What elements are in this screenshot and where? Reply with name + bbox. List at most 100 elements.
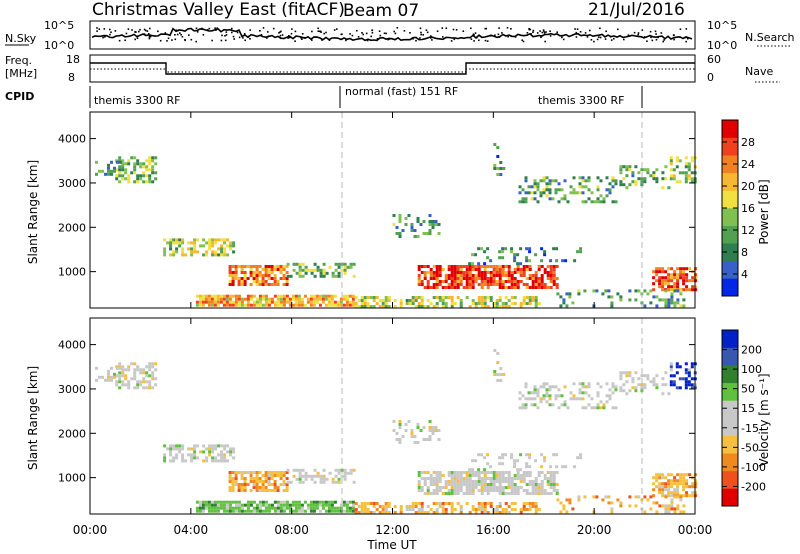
velocity-cell xyxy=(690,362,694,366)
velocity-cell xyxy=(270,506,274,510)
power-cell xyxy=(667,267,671,271)
velocity-cell xyxy=(483,508,487,511)
power-cell xyxy=(178,238,182,242)
power-cell xyxy=(565,292,569,296)
velocity-cell xyxy=(276,503,280,507)
velocity-cell xyxy=(201,503,205,507)
power-cell xyxy=(552,274,556,277)
power-cell xyxy=(258,280,262,283)
power-cell xyxy=(561,259,565,263)
power-cell xyxy=(510,302,514,305)
velocity-cell xyxy=(480,505,484,508)
power-cell xyxy=(151,156,155,160)
power-cell xyxy=(528,274,532,277)
velocity-cell xyxy=(562,507,566,511)
velocity-cell xyxy=(673,491,677,495)
power-cell xyxy=(154,171,158,175)
velocity-cell xyxy=(587,382,591,386)
y-tick-label: 1000 xyxy=(58,266,86,279)
velocity-cell xyxy=(255,503,259,507)
power-cell xyxy=(498,250,502,254)
power-cell xyxy=(679,292,683,296)
velocity-cell xyxy=(282,489,286,492)
power-cell xyxy=(474,280,478,283)
power-cell xyxy=(676,285,680,289)
velocity-cell xyxy=(519,511,523,514)
velocity-cell xyxy=(450,480,454,483)
velocity-cell xyxy=(555,489,559,492)
power-cell xyxy=(495,305,499,308)
power-cell xyxy=(285,277,289,280)
velocity-cell xyxy=(193,450,197,454)
velocity-cell xyxy=(306,506,310,510)
velocity-cell xyxy=(276,500,280,504)
power-cell xyxy=(453,265,457,268)
power-cell xyxy=(525,256,529,260)
velocity-cell xyxy=(345,503,349,507)
velocity-cell xyxy=(687,380,691,384)
velocity-cell xyxy=(540,480,544,483)
power-cell xyxy=(465,283,469,286)
velocity-cell xyxy=(456,486,460,489)
power-cell xyxy=(213,297,217,301)
power-cell xyxy=(381,299,385,302)
velocity-cell xyxy=(414,511,418,514)
power-cell xyxy=(276,300,280,304)
velocity-cell xyxy=(685,482,689,486)
velocity-cell xyxy=(672,380,676,384)
power-cell xyxy=(210,297,214,301)
power-cell xyxy=(101,169,104,173)
power-cell xyxy=(145,165,149,169)
power-cell xyxy=(465,277,469,280)
power-cell xyxy=(234,300,238,304)
power-cell xyxy=(417,268,421,271)
velocity-cell xyxy=(670,498,674,502)
velocity-cell xyxy=(687,368,691,372)
power-cell xyxy=(222,300,226,304)
power-cell xyxy=(498,296,502,299)
velocity-cell xyxy=(315,500,319,504)
velocity-cell xyxy=(480,453,484,457)
power-cell xyxy=(474,265,478,268)
power-cell xyxy=(187,247,191,251)
power-cell xyxy=(462,277,466,280)
power-cell xyxy=(540,274,544,277)
velocity-cell xyxy=(673,495,677,499)
velocity-cell xyxy=(169,453,173,457)
colorbar-swatch xyxy=(722,453,738,472)
power-cell xyxy=(477,299,481,302)
power-cell xyxy=(172,253,176,257)
power-cell xyxy=(569,185,573,189)
power-cell xyxy=(310,271,314,275)
power-cell xyxy=(255,300,259,304)
power-cell xyxy=(652,276,656,280)
velocity-cell xyxy=(462,477,466,480)
power-cell xyxy=(682,304,686,308)
velocity-cell xyxy=(118,386,122,390)
power-cell xyxy=(625,174,629,178)
power-cell xyxy=(270,268,274,271)
velocity-cell xyxy=(133,374,137,378)
velocity-cell xyxy=(441,492,445,495)
power-cell xyxy=(228,274,232,277)
power-cell xyxy=(492,280,496,283)
velocity-cell xyxy=(495,489,499,492)
velocity-cell xyxy=(486,489,490,492)
velocity-cell xyxy=(437,438,441,441)
velocity-cell xyxy=(664,495,668,499)
velocity-cell xyxy=(417,508,421,511)
velocity-cell xyxy=(428,426,432,429)
velocity-cell xyxy=(471,486,475,489)
velocity-cell xyxy=(552,453,556,457)
power-cell xyxy=(202,238,206,242)
velocity-cell xyxy=(318,500,322,504)
power-cell xyxy=(498,274,502,277)
power-cell xyxy=(422,232,426,235)
velocity-cell xyxy=(649,495,653,499)
velocity-cell xyxy=(444,492,448,495)
power-cell xyxy=(124,171,128,175)
power-cell xyxy=(664,279,668,283)
velocity-cell xyxy=(333,506,337,510)
velocity-cell xyxy=(548,385,552,389)
velocity-cell xyxy=(673,507,677,511)
